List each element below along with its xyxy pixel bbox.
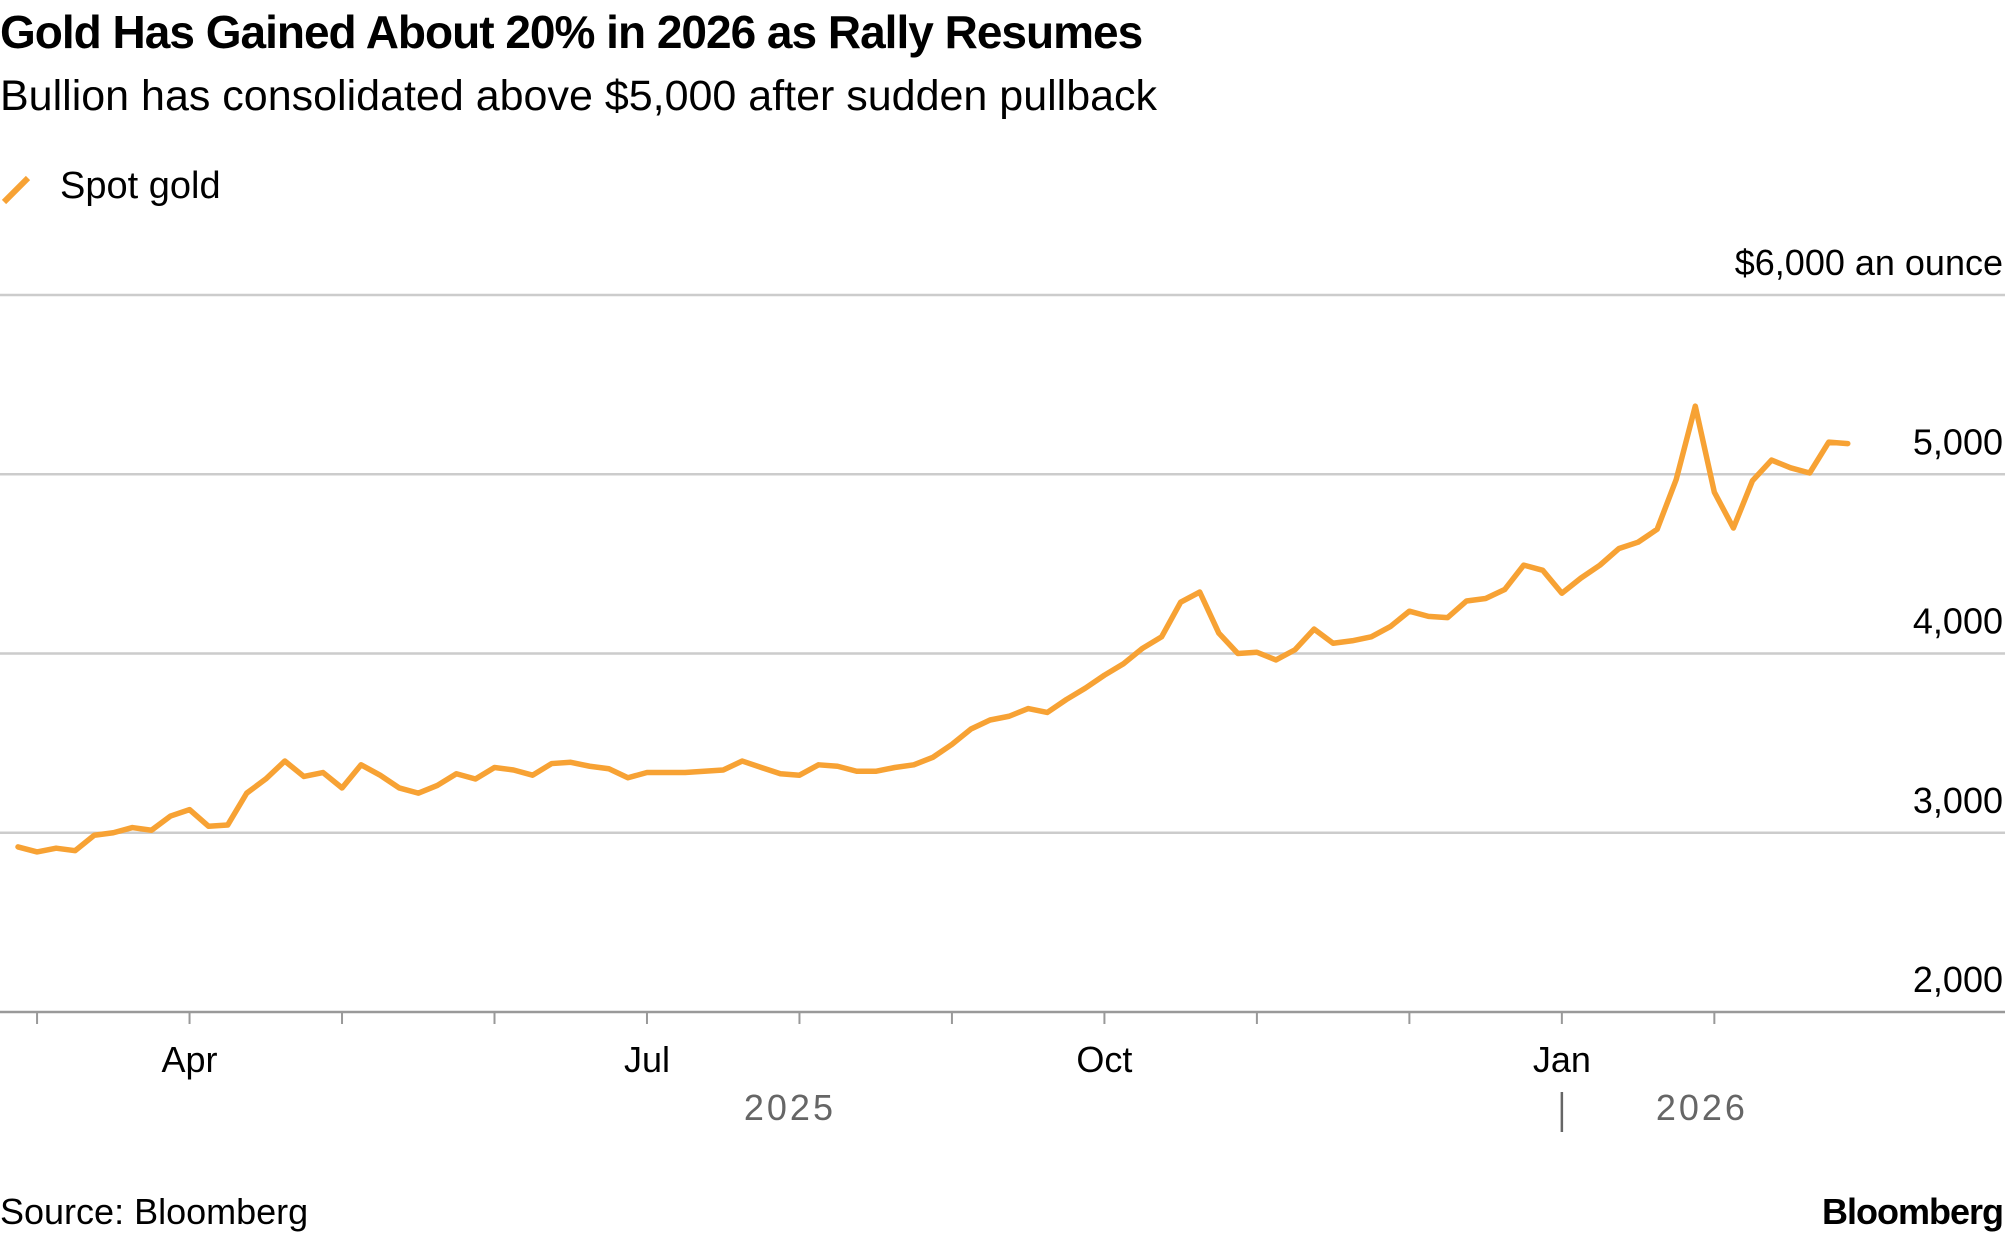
x-period-label: 2026 — [1656, 1087, 1748, 1128]
x-tick-label: Jan — [1533, 1039, 1591, 1080]
chart-title: Gold Has Gained About 20% in 2026 as Ral… — [0, 6, 1142, 58]
y-tick-label: 2,000 — [1913, 959, 2003, 1000]
y-tick-label: $6,000 an ounce — [1735, 242, 2003, 283]
brand: Bloomberg — [1822, 1191, 2003, 1232]
legend-label: Spot gold — [60, 165, 221, 207]
x-tick-label: Apr — [162, 1039, 218, 1080]
series-line — [15, 403, 1851, 855]
y-tick-label: 3,000 — [1913, 780, 2003, 821]
y-tick-label: 4,000 — [1913, 601, 2003, 642]
x-tick-label: Jul — [624, 1039, 670, 1080]
x-tick-label: Oct — [1076, 1039, 1132, 1080]
y-tick-label: 5,000 — [1913, 421, 2003, 462]
chart-subtitle: Bullion has consolidated above $5,000 af… — [0, 72, 1158, 120]
x-period-label: 2025 — [744, 1087, 836, 1128]
legend-swatch — [1, 175, 31, 205]
source: Source: Bloomberg — [0, 1191, 308, 1232]
